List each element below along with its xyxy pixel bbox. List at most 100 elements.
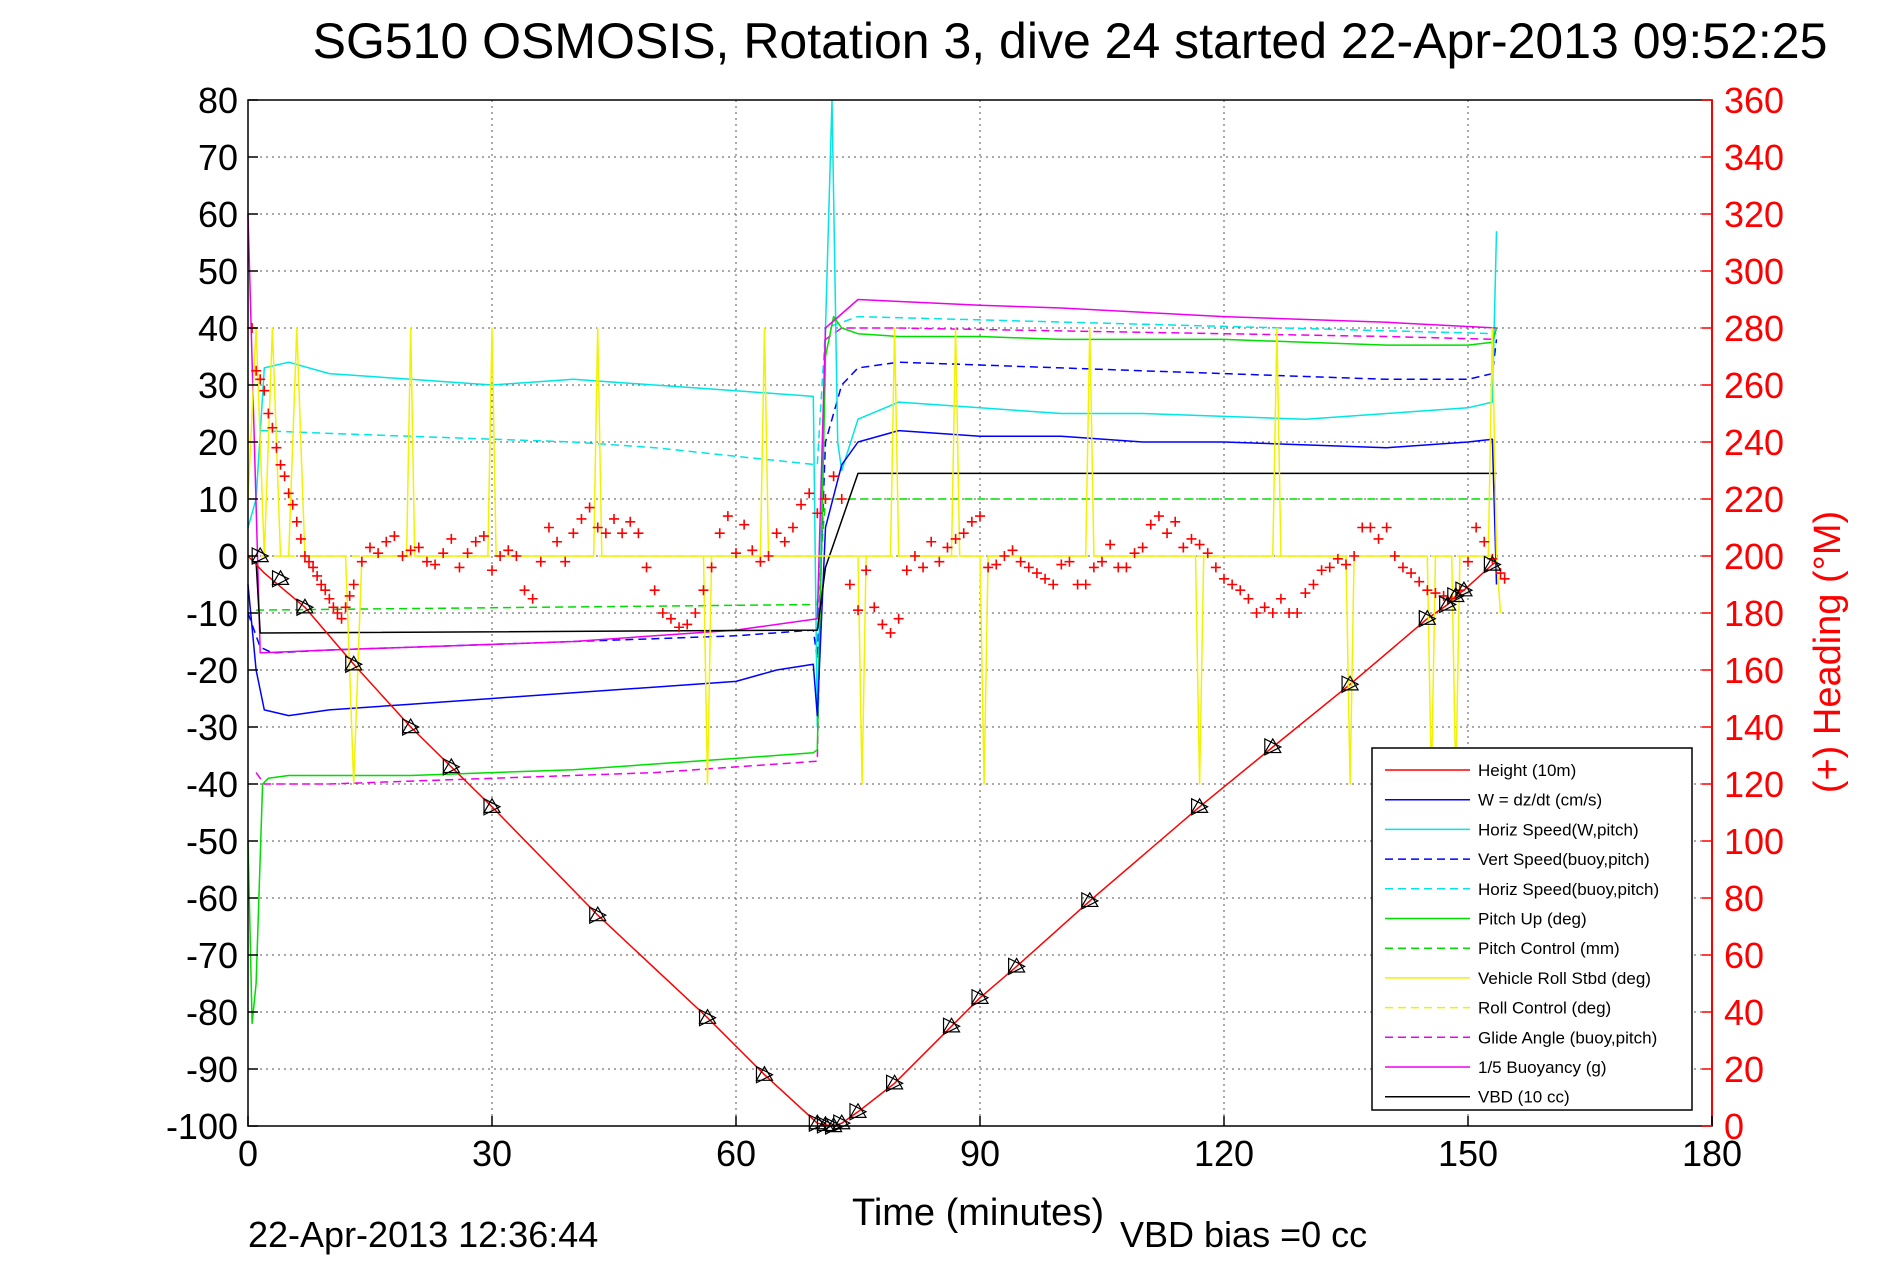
- heading-point: [1267, 608, 1278, 618]
- heading-point: [1202, 548, 1213, 559]
- legend-label: Horiz Speed(W,pitch): [1478, 820, 1639, 839]
- heading-point: [336, 613, 347, 624]
- y-right-tick-label: 200: [1724, 536, 1784, 577]
- y-right-tick-label: 360: [1724, 80, 1784, 121]
- y-right-tick-label: 120: [1724, 764, 1784, 805]
- legend-label: Height (10m): [1478, 761, 1576, 780]
- y-left-tick-label: 50: [198, 251, 238, 292]
- legend-label: Pitch Up (deg): [1478, 910, 1587, 929]
- heading-point: [1186, 533, 1197, 544]
- heading-point: [344, 590, 355, 601]
- heading-point: [1170, 516, 1181, 527]
- heading-point: [1097, 556, 1107, 567]
- series-line: [255, 327, 1497, 785]
- heading-point: [1194, 539, 1205, 550]
- heading-point: [820, 494, 831, 504]
- y-right-tick-layer: 3603403203002802602402202001801601401201…: [1702, 80, 1784, 1147]
- height-marker: [271, 569, 290, 588]
- heading-point: [1056, 559, 1067, 570]
- heading-point: [251, 365, 262, 376]
- heading-point: [934, 556, 945, 567]
- x-axis-label: Time (minutes): [852, 1192, 1104, 1234]
- legend-label: Vehicle Roll Stbd (deg): [1478, 969, 1651, 988]
- x-tick-label: 0: [238, 1133, 258, 1174]
- y-left-tick-label: -30: [186, 707, 238, 748]
- heading-point: [674, 622, 685, 633]
- heading-point: [279, 471, 290, 482]
- heading-point: [739, 519, 750, 530]
- height-marker: [482, 797, 502, 816]
- heading-point: [958, 528, 969, 539]
- heading-point: [1251, 608, 1262, 618]
- heading-point: [470, 536, 481, 547]
- y-left-tick-label: 40: [198, 308, 238, 349]
- heading-point: [275, 459, 286, 470]
- heading-point: [568, 528, 579, 539]
- heading-point: [1219, 573, 1229, 584]
- heading-point: [1430, 588, 1441, 599]
- heading-point: [1048, 579, 1059, 590]
- height-marker: [1483, 555, 1502, 574]
- heading-point: [271, 442, 282, 453]
- series-line: [247, 213, 1497, 654]
- heading-point: [885, 627, 896, 638]
- heading-point: [487, 565, 497, 576]
- heading-point: [543, 522, 554, 533]
- y-left-tick-label: 60: [198, 194, 238, 235]
- y-left-tick-label: -100: [166, 1106, 238, 1147]
- heading-point: [283, 488, 294, 499]
- legend-label: Vert Speed(buoy,pitch): [1478, 850, 1650, 869]
- heading-point: [584, 502, 595, 513]
- height-marker: [755, 1065, 774, 1084]
- heading-point: [617, 528, 628, 539]
- heading-point: [287, 499, 298, 510]
- x-tick-label: 150: [1438, 1133, 1498, 1174]
- heading-point: [308, 562, 319, 573]
- heading-point: [926, 536, 937, 547]
- heading-point: [267, 422, 278, 433]
- x-tick-label: 120: [1194, 1133, 1254, 1174]
- heading-point: [413, 542, 424, 553]
- heading-point: [1088, 562, 1099, 573]
- heading-point: [755, 556, 766, 567]
- heading-point: [1324, 562, 1335, 573]
- heading-point: [576, 513, 587, 524]
- heading-point: [731, 548, 741, 559]
- heading-point: [1422, 585, 1433, 596]
- heading-point: [304, 556, 314, 567]
- heading-point: [1137, 542, 1148, 553]
- heading-point: [665, 613, 676, 624]
- heading-point: [1389, 551, 1400, 561]
- heading-point: [942, 542, 953, 553]
- heading-point: [966, 516, 977, 527]
- heading-layer: [247, 323, 1510, 638]
- y-right-tick-label: 300: [1724, 251, 1784, 292]
- heading-point: [373, 548, 384, 559]
- height-marker: [1007, 957, 1026, 976]
- heading-point: [600, 528, 611, 539]
- heading-point: [1349, 551, 1360, 561]
- heading-point: [259, 385, 270, 396]
- heading-point: [527, 593, 538, 604]
- heading-point: [877, 619, 888, 630]
- heading-point: [1259, 602, 1270, 613]
- y-left-tick-label: -50: [186, 821, 238, 862]
- legend-label: VBD (10 cc): [1478, 1088, 1570, 1107]
- heading-point: [1227, 579, 1238, 590]
- heading-point: [348, 579, 359, 590]
- y-right-tick-label: 0: [1724, 1106, 1744, 1147]
- heading-point: [1438, 590, 1449, 601]
- heading-point: [901, 565, 912, 576]
- y-right-tick-label: 340: [1724, 137, 1784, 178]
- heading-point: [787, 522, 798, 533]
- footer-vbd-bias: VBD bias =0 cc: [1120, 1214, 1367, 1255]
- x-tick-label: 90: [960, 1133, 1000, 1174]
- y-right-tick-label: 240: [1724, 422, 1784, 463]
- legend: Height (10m) W = dz/dt (cm/s) Horiz Speed(…: [1371, 747, 1693, 1111]
- heading-point: [312, 570, 323, 581]
- heading-point: [1292, 608, 1303, 618]
- heading-point: [763, 551, 774, 561]
- heading-point: [1316, 565, 1327, 576]
- y-left-tick-label: -10: [186, 593, 238, 634]
- heading-point: [263, 408, 274, 419]
